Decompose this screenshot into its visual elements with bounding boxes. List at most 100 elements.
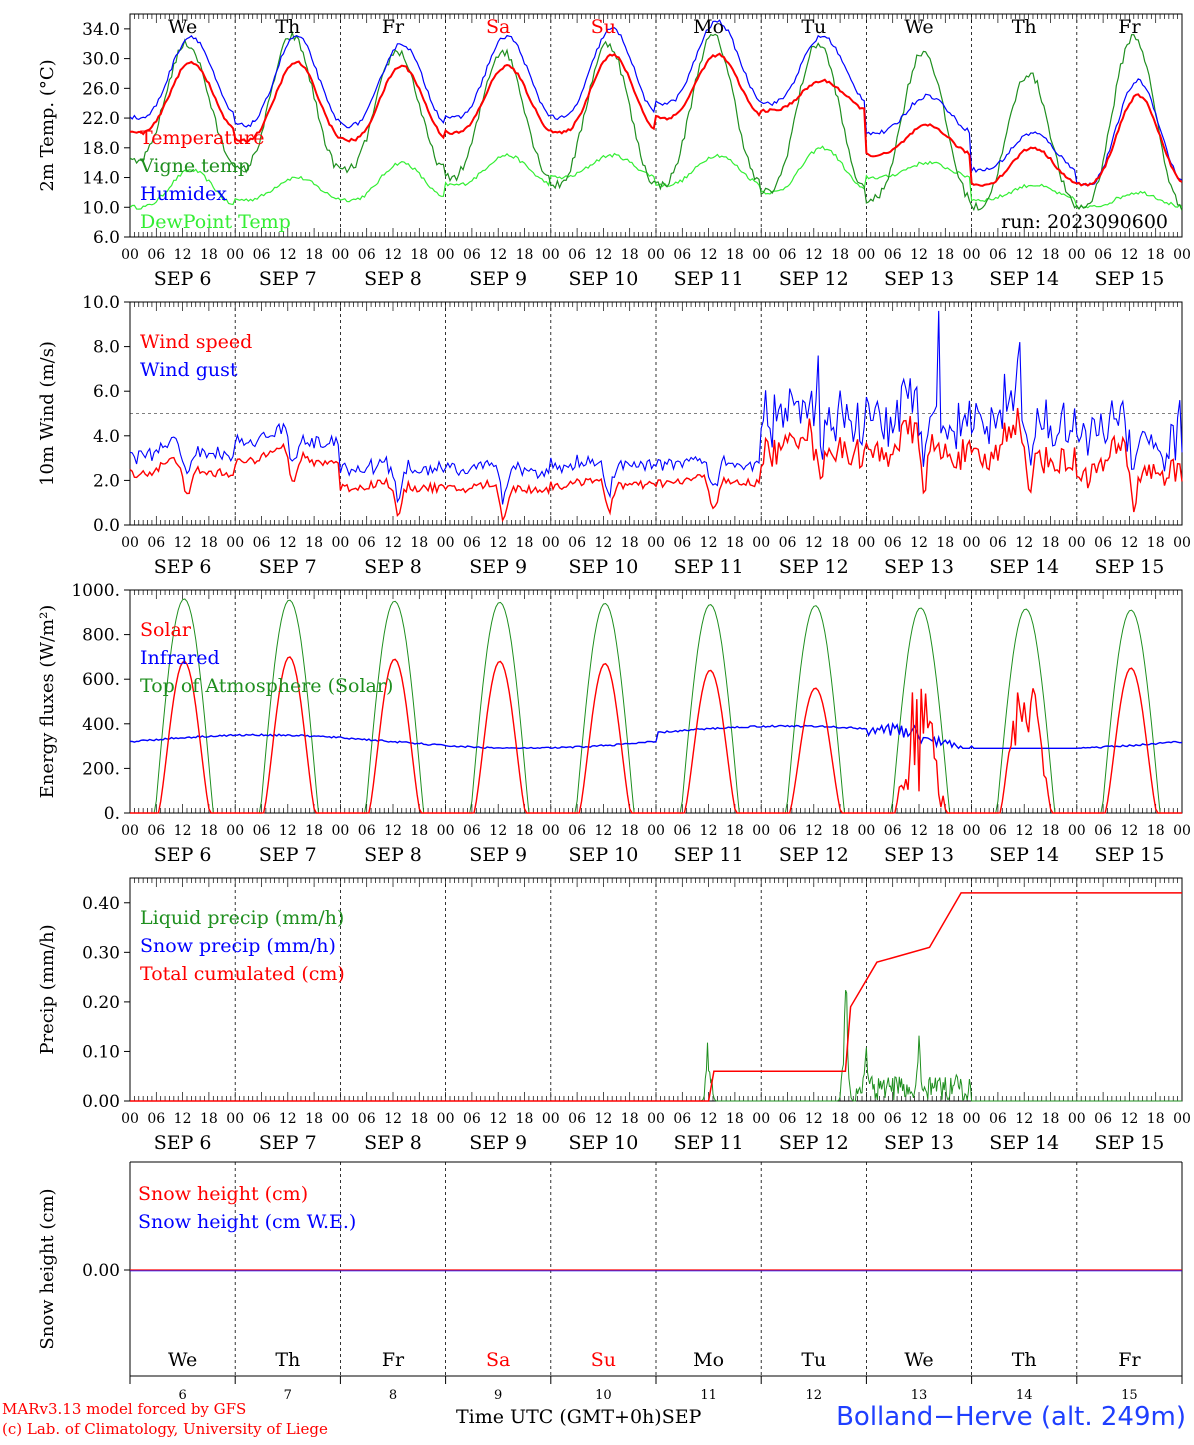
weekday-label: Tu <box>801 16 826 38</box>
hour-label: 00 <box>331 1111 349 1127</box>
panel-4-frame: 0.00 0.10 0.20 0.30 0.40 Precip (mm/h) Liquid … <box>37 877 1191 1154</box>
hour-label: 00 <box>121 823 139 839</box>
hour-label: 00 <box>647 535 665 551</box>
hour-label: 18 <box>200 535 218 551</box>
hour-label: 18 <box>831 823 849 839</box>
hour-label: 00 <box>437 535 455 551</box>
hour-label: 18 <box>305 823 323 839</box>
weekday-label: Th <box>1012 1349 1037 1371</box>
y-tick-label: 0.20 <box>82 993 120 1013</box>
date-label: SEP 11 <box>674 556 744 578</box>
weekday-label: Th <box>275 1349 300 1371</box>
x-axis-title: Time UTC (GMT+0h) <box>456 1406 662 1428</box>
hour-label: 00 <box>752 823 770 839</box>
y-tick-label: 34.0 <box>82 20 120 40</box>
legend-entry: DewPoint Temp <box>140 211 291 233</box>
hour-label: 18 <box>516 1111 534 1127</box>
hour-label: 00 <box>542 535 560 551</box>
hour-label: 06 <box>779 823 797 839</box>
day-number-label: 6 <box>178 1388 186 1403</box>
y-tick-label: 6.0 <box>93 382 120 402</box>
legend-entry: Snow precip (mm/h) <box>140 935 336 957</box>
hour-label: 00 <box>963 1111 981 1127</box>
legend-entry: Humidex <box>140 183 227 205</box>
weekday-label: Su <box>591 16 616 38</box>
y-tick-label: 0.40 <box>82 894 120 914</box>
hour-label: 18 <box>200 1111 218 1127</box>
hour-label: 00 <box>857 823 875 839</box>
hour-label: 12 <box>489 535 507 551</box>
hour-label: 06 <box>253 247 271 263</box>
hour-label: 06 <box>884 1111 902 1127</box>
hour-label: 00 <box>857 247 875 263</box>
hour-label: 18 <box>1147 1111 1165 1127</box>
hour-label: 18 <box>410 1111 428 1127</box>
hour-label: 18 <box>1042 247 1060 263</box>
hour-label: 06 <box>989 535 1007 551</box>
y-tick-label: 0.10 <box>82 1042 120 1062</box>
hour-label: 12 <box>174 823 192 839</box>
hour-label: 12 <box>910 247 928 263</box>
weekday-label: Fr <box>1118 16 1141 38</box>
date-label: SEP 11 <box>674 1132 744 1154</box>
hour-label: 00 <box>437 1111 455 1127</box>
date-label: SEP 15 <box>1094 844 1164 866</box>
hour-label: 06 <box>463 535 481 551</box>
hour-label: 18 <box>1042 1111 1060 1127</box>
hour-label: 12 <box>594 1111 612 1127</box>
hour-label: 18 <box>831 535 849 551</box>
hour-label: 18 <box>621 247 639 263</box>
legend-entry: Snow height (cm W.E.) <box>138 1211 356 1233</box>
date-label: SEP 13 <box>884 1132 954 1154</box>
hour-label: 00 <box>121 535 139 551</box>
hour-label: 18 <box>726 823 744 839</box>
hour-label: 00 <box>857 535 875 551</box>
y-tick-label: 0.30 <box>82 943 120 963</box>
date-label: SEP 9 <box>469 556 527 578</box>
hour-label: 12 <box>805 247 823 263</box>
date-label: SEP 8 <box>364 268 422 290</box>
date-label: SEP 15 <box>1094 1132 1164 1154</box>
weekday-label: Th <box>275 16 300 38</box>
hour-label: 00 <box>121 1111 139 1127</box>
y-tick-label: 0. <box>104 804 120 824</box>
date-label: SEP 14 <box>989 268 1059 290</box>
hour-label: 18 <box>516 247 534 263</box>
hour-label: 00 <box>331 823 349 839</box>
hour-label: 18 <box>410 535 428 551</box>
y-axis-label: Snow height (cm) <box>37 1188 58 1349</box>
hour-label: 18 <box>726 535 744 551</box>
hour-label: 12 <box>910 535 928 551</box>
hour-label: 12 <box>594 247 612 263</box>
hour-label: 00 <box>1173 535 1191 551</box>
hour-label: 12 <box>805 823 823 839</box>
weekday-label: Fr <box>382 16 405 38</box>
hour-label: 00 <box>1068 535 1086 551</box>
hour-label: 00 <box>963 823 981 839</box>
date-label: SEP 10 <box>568 556 638 578</box>
weekday-label: Su <box>591 1349 616 1371</box>
energy-series <box>129 598 1183 814</box>
date-label: SEP 6 <box>154 556 212 578</box>
legend-entry: Temperature <box>140 127 264 149</box>
y-axis-label: 2m Temp. (°C) <box>37 59 58 191</box>
hour-label: 12 <box>174 535 192 551</box>
hour-label: 00 <box>752 247 770 263</box>
weekday-label: Mo <box>693 16 724 38</box>
hour-label: 12 <box>700 247 718 263</box>
y-tick-label: 0.00 <box>82 1261 120 1281</box>
date-label: SEP 8 <box>364 844 422 866</box>
day-number-label: 12 <box>806 1388 823 1403</box>
plot-frame <box>129 589 1183 814</box>
date-label: SEP 9 <box>469 268 527 290</box>
hour-label: 18 <box>1042 823 1060 839</box>
y-tick-label: 6.0 <box>93 228 120 248</box>
y-tick-label: 2.0 <box>93 471 120 491</box>
hour-label: 06 <box>989 823 1007 839</box>
date-label: SEP 6 <box>154 844 212 866</box>
hour-label: 06 <box>1094 1111 1112 1127</box>
hour-label: 06 <box>673 1111 691 1127</box>
date-label: SEP 10 <box>568 844 638 866</box>
hour-label: 00 <box>963 247 981 263</box>
